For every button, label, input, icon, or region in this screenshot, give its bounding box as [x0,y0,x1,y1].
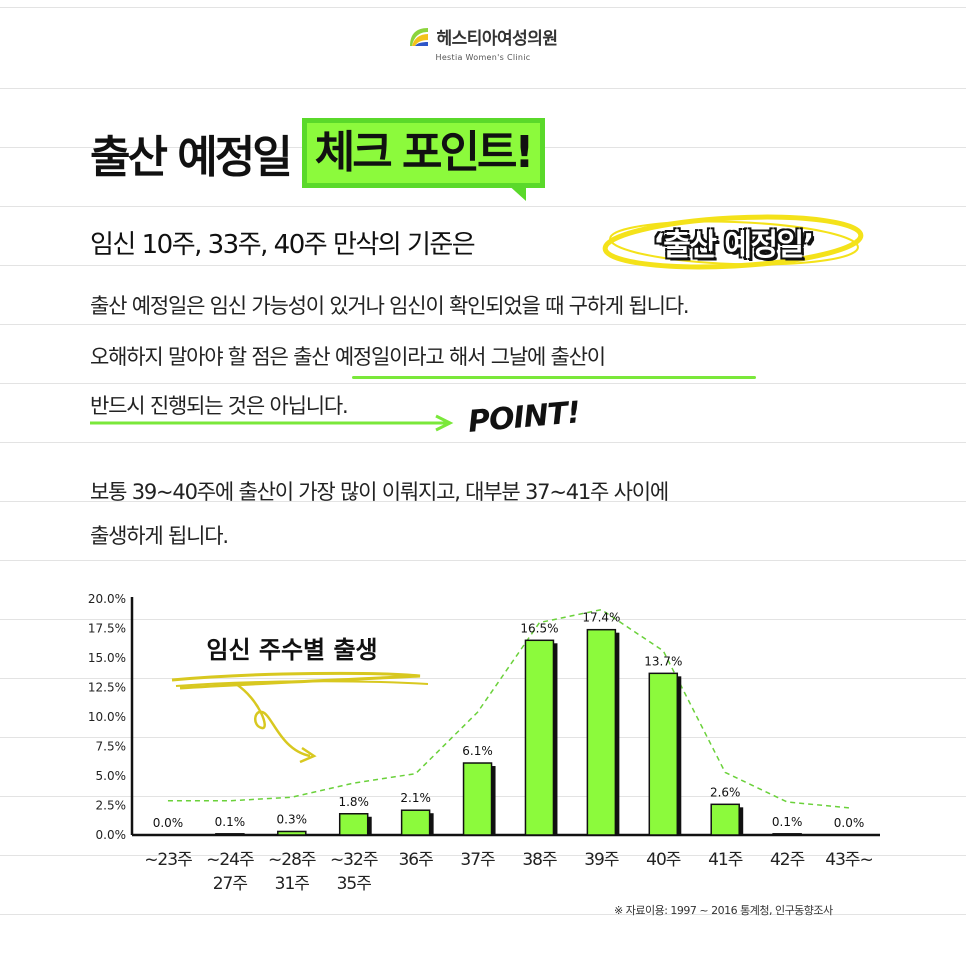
data-label: 6.1% [462,744,493,758]
y-tick-label: 0.0% [96,828,127,842]
subhead-text: 임신 10주, 33주, 40주 만삭의 기준은 [90,230,476,260]
underline-arrow [90,414,454,432]
y-tick-label: 17.5% [88,622,126,636]
bar [462,762,493,836]
data-label: 0.1% [215,815,246,829]
paragraph1-line3: 반드시 진행되는 것은 아닙니다. [90,394,349,418]
x-tick-label: ~32주 [330,850,378,870]
x-tick-label: 38주 [522,850,557,870]
y-tick-label: 15.0% [88,651,126,665]
y-tick-label: 10.0% [88,710,126,724]
brand-name-en: Hestia Women's Clinic [435,52,531,62]
paragraph2-line2: 출생하게 됩니다. [90,524,229,548]
bar [400,809,431,836]
data-label: 1.8% [338,795,369,809]
births-by-week-chart: 0.0% 2.5% 5.0% 7.5% 10.0% 12.5% 15.0% 17.5% 20.0… [88,592,880,894]
data-label: 17.4% [582,611,620,625]
x-tick-label: 43주~ [825,850,873,870]
paragraph1-line2: 오해하지 말아야 할 점은 출산 예정일이라고 해서 그날에 출산이 [90,345,606,369]
bar [524,639,555,836]
brand-logo: 헤스티아여성의원 Hestia Women's Clinic [0,24,966,62]
title-part1: 출산 예정일 [90,132,293,183]
bar [772,833,802,836]
bar [648,672,679,836]
chart-title-group: 임신 주수별 출생 [171,636,429,764]
x-tick-label: ~24주 [206,850,254,870]
x-tick-label: 37주 [460,850,495,870]
chart-title: 임신 주수별 출생 [206,636,377,664]
subhead-highlight: ‘출산 예정일’ [598,210,868,274]
y-tick-label: 7.5% [96,740,127,754]
data-label: 16.5% [520,621,558,635]
y-tick-label: 12.5% [88,681,126,695]
bar [586,628,617,836]
data-label: 0.3% [277,812,308,826]
bar [710,803,740,836]
trend-line [167,608,850,809]
x-tick-label: 35주 [337,874,372,894]
brand-name-ko: 헤스티아여성의원 [436,29,558,49]
x-tick-label: 31주 [275,874,310,894]
x-tick-label: ~28주 [268,850,316,870]
y-tick-label: 20.0% [88,592,126,606]
bar [215,833,245,836]
x-tick-label: 36주 [398,850,433,870]
paragraph1-line1: 출산 예정일은 임신 가능성이 있거나 임신이 확인되었을 때 구하게 됩니다. [90,294,690,318]
y-tick-label: 2.5% [96,799,127,813]
underline-line2 [352,376,756,379]
bar [338,813,369,836]
x-tick-label: ~23주 [144,850,192,870]
data-label: 2.6% [710,785,741,799]
highlight-label: ‘출산 예정일’ [653,228,814,263]
data-label: 2.1% [400,791,431,805]
leaf-logo-icon [410,27,429,46]
x-tick-label: 27주 [213,874,248,894]
paragraph2-line1: 보통 39~40주에 출산이 가장 많이 이뤄지고, 대부분 37~41주 사이… [90,480,669,504]
data-label: 0.0% [153,816,184,830]
data-label: 13.7% [644,654,682,668]
title-part2-highlight: 체크 포인트! [301,118,545,201]
source-note: ※ 자료이용: 1997 ~ 2016 통계청, 인구동향조사 [614,904,833,917]
data-label: 0.1% [772,815,803,829]
page-title: 출산 예정일 체크 포인트! [90,118,545,201]
x-tick-label: 42주 [770,850,805,870]
point-badge: POINT! [466,395,582,440]
x-tick-label: 41주 [708,850,743,870]
yellow-scribble-oval [602,214,864,270]
y-tick-label: 5.0% [96,769,127,783]
data-label: 0.0% [834,816,865,830]
x-tick-label: 40주 [646,850,681,870]
bar [277,830,307,836]
x-tick-label: 39주 [584,850,619,870]
